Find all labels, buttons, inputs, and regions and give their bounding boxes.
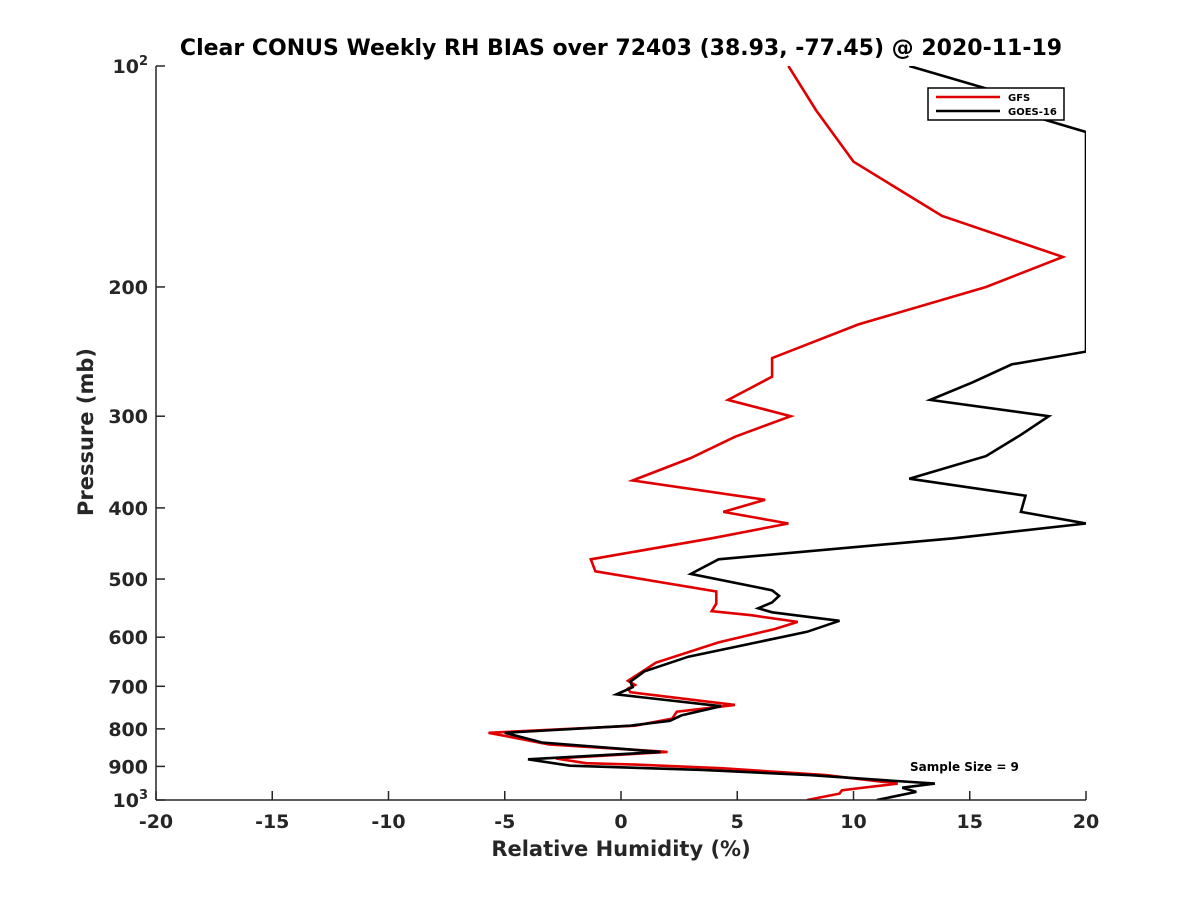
chart-title: Clear CONUS Weekly RH BIAS over 72403 (3… — [180, 36, 1062, 61]
legend-box — [927, 87, 1065, 121]
y-tick-label: 500 — [108, 569, 148, 591]
x-tick-label: 15 — [957, 811, 983, 833]
legend: GFS GOES-16 — [927, 87, 1065, 121]
x-tick-label: 5 — [731, 811, 744, 833]
x-tick-label: 10 — [840, 811, 866, 833]
y-tick-label: 800 — [108, 719, 148, 741]
x-tick-label: -15 — [255, 811, 289, 833]
y-tick-label: 400 — [108, 498, 148, 520]
y-tick-label: 103 — [113, 788, 149, 812]
y-tick-label: 900 — [108, 756, 148, 778]
series-line-gfs — [488, 66, 1067, 800]
x-tick-label: -5 — [494, 811, 515, 833]
x-tick-label: -20 — [139, 811, 173, 833]
legend-label-goes-16: GOES-16 — [1008, 107, 1057, 118]
x-tick-label: -10 — [371, 811, 405, 833]
series-layer — [488, 66, 1086, 800]
series-line-goes-16 — [504, 66, 1086, 800]
legend-label-gfs: GFS — [1008, 93, 1030, 104]
y-tick-label: 700 — [108, 676, 148, 698]
x-tick-label: 20 — [1073, 811, 1099, 833]
y-tick-label: 200 — [108, 277, 148, 299]
axes-layer: -20 -15 -10 -5 0 5 10 15 20 102 200 300 400 500 600 700… — [108, 54, 1099, 833]
x-tick-label: 0 — [614, 811, 627, 833]
y-tick-label: 300 — [108, 406, 148, 428]
y-axis-label: Pressure (mb) — [74, 348, 98, 516]
y-tick-label: 600 — [108, 627, 148, 649]
sample-size-annotation: Sample Size = 9 — [910, 760, 1019, 774]
y-tick-label: 102 — [113, 54, 149, 78]
x-axis-label: Relative Humidity (%) — [491, 837, 750, 861]
